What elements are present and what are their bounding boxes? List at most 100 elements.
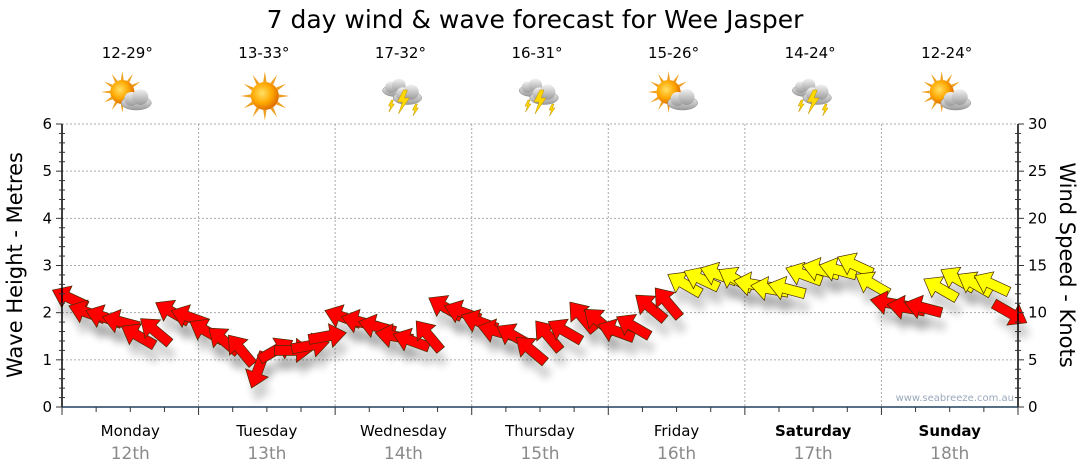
temperature-range: 14-24° [785, 44, 836, 62]
day-forecast: 13-33° [238, 44, 289, 121]
wind-arrow [837, 252, 875, 279]
wind-arrow [923, 276, 960, 303]
x-day-label: Tuesday [235, 422, 297, 440]
sun-ray [923, 81, 933, 88]
day-forecast: 12-24° [920, 44, 972, 113]
wind-arrow [635, 294, 669, 324]
x-date-label: 17th [794, 444, 833, 464]
sun-ray [240, 94, 251, 98]
cloud-shape [121, 89, 152, 111]
sun-ray [951, 81, 960, 88]
sun-ray [658, 101, 664, 111]
day-forecast: 15-26° [647, 44, 699, 113]
wind-arrow [683, 266, 722, 293]
temperature-range: 12-24° [921, 44, 972, 62]
wind-arrow [515, 337, 549, 367]
sun-ray [111, 73, 118, 83]
cloud-shape [940, 89, 971, 111]
sun-ray [678, 81, 687, 88]
sun-ray [940, 71, 944, 81]
sun-ray [667, 71, 671, 81]
lightning-bolt [397, 89, 410, 115]
lightning-bolt [388, 99, 395, 113]
sun-ray [276, 101, 287, 109]
wind-arrow [120, 323, 158, 351]
y-tick-label: 5 [42, 162, 52, 180]
sun-ray [252, 107, 260, 118]
day-forecasts: 12-29° 13-33° 17-32° 16-31° 15-26° 14-24° 12-2… [101, 44, 972, 121]
x-day-label: Monday [101, 422, 160, 440]
sun-ray [252, 74, 260, 85]
y-axis-label: Wave Height - Metres [3, 152, 27, 378]
day-forecast: 14-24° [785, 44, 836, 117]
wind-arrow [767, 275, 807, 301]
y-tick-label: 4 [42, 209, 52, 227]
sun-ray [673, 73, 680, 83]
lightning-bolt [806, 89, 820, 115]
partly-cloudy-icon [920, 71, 971, 113]
arrow-shadow [312, 337, 351, 362]
y2-tick-label: 30 [1028, 115, 1047, 133]
thunderstorm-icon [382, 78, 422, 117]
sun-ray [104, 96, 113, 103]
day-forecast: 12-29° [101, 44, 153, 113]
day-forecast: 17-32° [375, 44, 426, 117]
sun-ray [647, 90, 657, 94]
watermark[interactable]: www.seabreeze.com.au [896, 393, 1014, 404]
y-tick-label: 6 [42, 115, 52, 133]
sun-ray [111, 101, 118, 111]
thunderstorm-icon [792, 78, 832, 117]
sun-ray [278, 94, 290, 98]
axes: 0 1 2 3 4 5 6 0 5 10 15 20 25 30 Monday 12th Tuesday 13th… [42, 115, 1047, 464]
wind-arrow [616, 313, 653, 341]
sun-ray [263, 109, 267, 121]
sun-ray [263, 71, 267, 83]
sun-ray [931, 101, 938, 111]
sun-ray [946, 73, 953, 83]
temperature-range: 15-26° [648, 44, 699, 62]
x-date-label: 18th [930, 444, 969, 464]
partly-cloudy-icon [647, 71, 698, 113]
wind-arrow [904, 294, 944, 320]
wind-arrow [667, 271, 704, 299]
y2-tick-label: 15 [1028, 257, 1047, 275]
x-day-label: Sunday [919, 422, 982, 440]
arrow-shadow [671, 285, 708, 312]
y2-tick-label: 0 [1028, 398, 1038, 416]
day-forecast: 16-31° [511, 44, 563, 117]
x-date-label: 14th [384, 444, 423, 464]
grid [62, 123, 1018, 407]
y2-tick-label: 20 [1028, 209, 1047, 227]
sunny-icon [240, 71, 290, 121]
x-date-label: 15th [520, 444, 559, 464]
y-tick-label: 3 [42, 257, 52, 275]
y-tick-label: 2 [42, 304, 52, 322]
lightning-bolt [821, 103, 829, 117]
y2-axis-label: Wind Speed - Knots [1055, 162, 1079, 367]
sun-ray [650, 81, 659, 88]
chart-title: 7 day wind & wave forecast for Wee Jaspe… [267, 5, 804, 34]
sun-ray [131, 81, 141, 88]
partly-cloudy-icon [101, 71, 152, 113]
y-tick-label: 1 [42, 351, 52, 369]
sun-ray [920, 90, 930, 94]
arrow-shadow [659, 301, 688, 335]
x-date-label: 12th [111, 444, 150, 464]
arrow-shadow [520, 351, 553, 380]
sun-ray [101, 90, 111, 94]
arrow-shadows [56, 266, 1031, 403]
x-date-label: 16th [657, 444, 696, 464]
sun-ray [243, 83, 254, 91]
sun-disc [250, 82, 279, 110]
arrow-shadow [602, 332, 640, 357]
sun-ray [243, 101, 254, 109]
x-day-label: Wednesday [360, 422, 447, 440]
wind-arrows [51, 252, 1028, 389]
temperature-range: 12-29° [102, 44, 153, 62]
sun-ray [931, 73, 938, 83]
wind-arrow [855, 271, 892, 299]
sun-ray [270, 74, 278, 85]
arrow-shadow [639, 309, 672, 338]
wind-arrow [654, 287, 684, 321]
